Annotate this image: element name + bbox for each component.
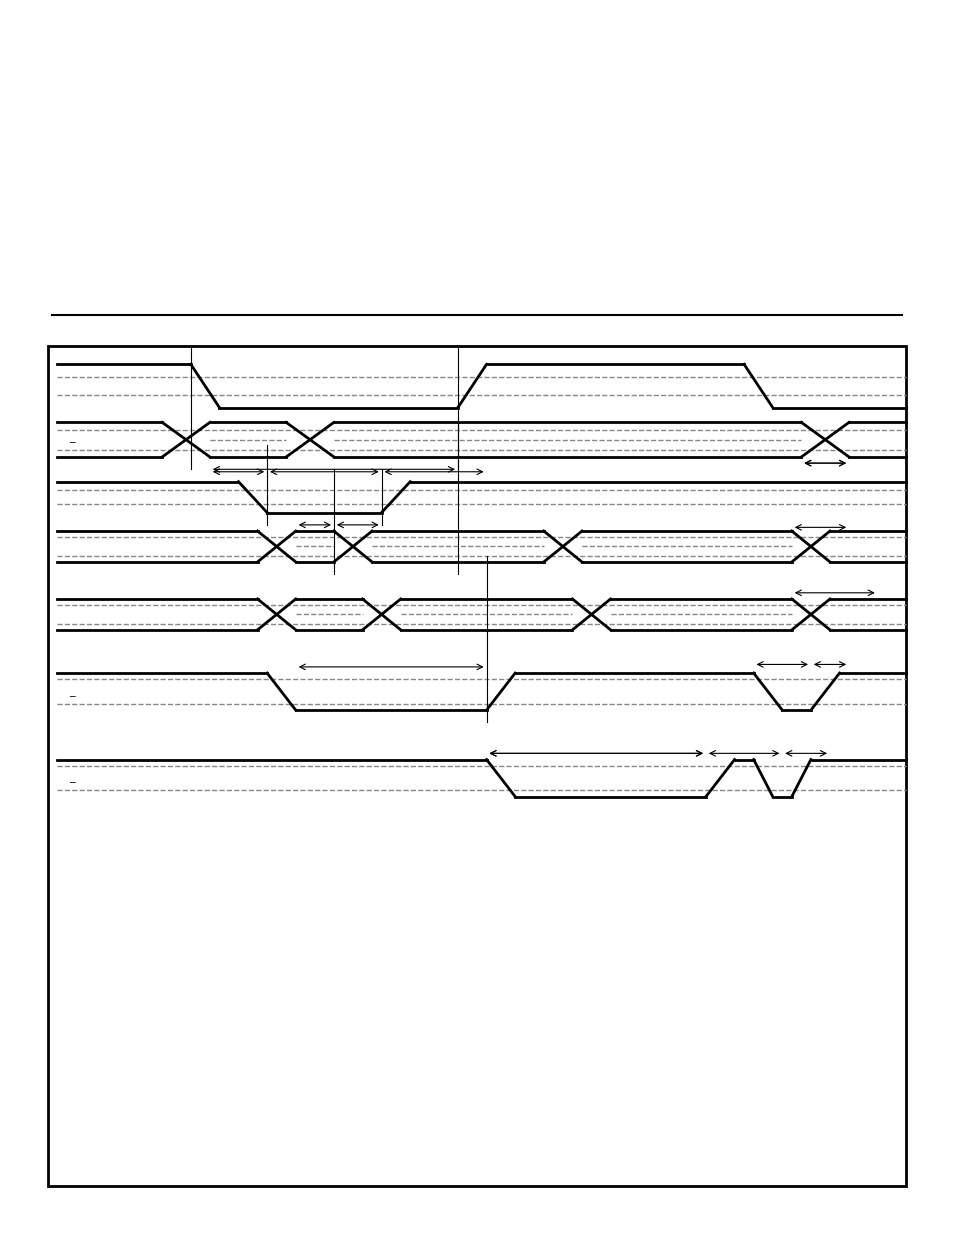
Text: _: _: [69, 773, 74, 783]
Text: _: _: [69, 687, 74, 697]
Text: _: _: [69, 433, 74, 443]
FancyBboxPatch shape: [48, 346, 905, 1186]
